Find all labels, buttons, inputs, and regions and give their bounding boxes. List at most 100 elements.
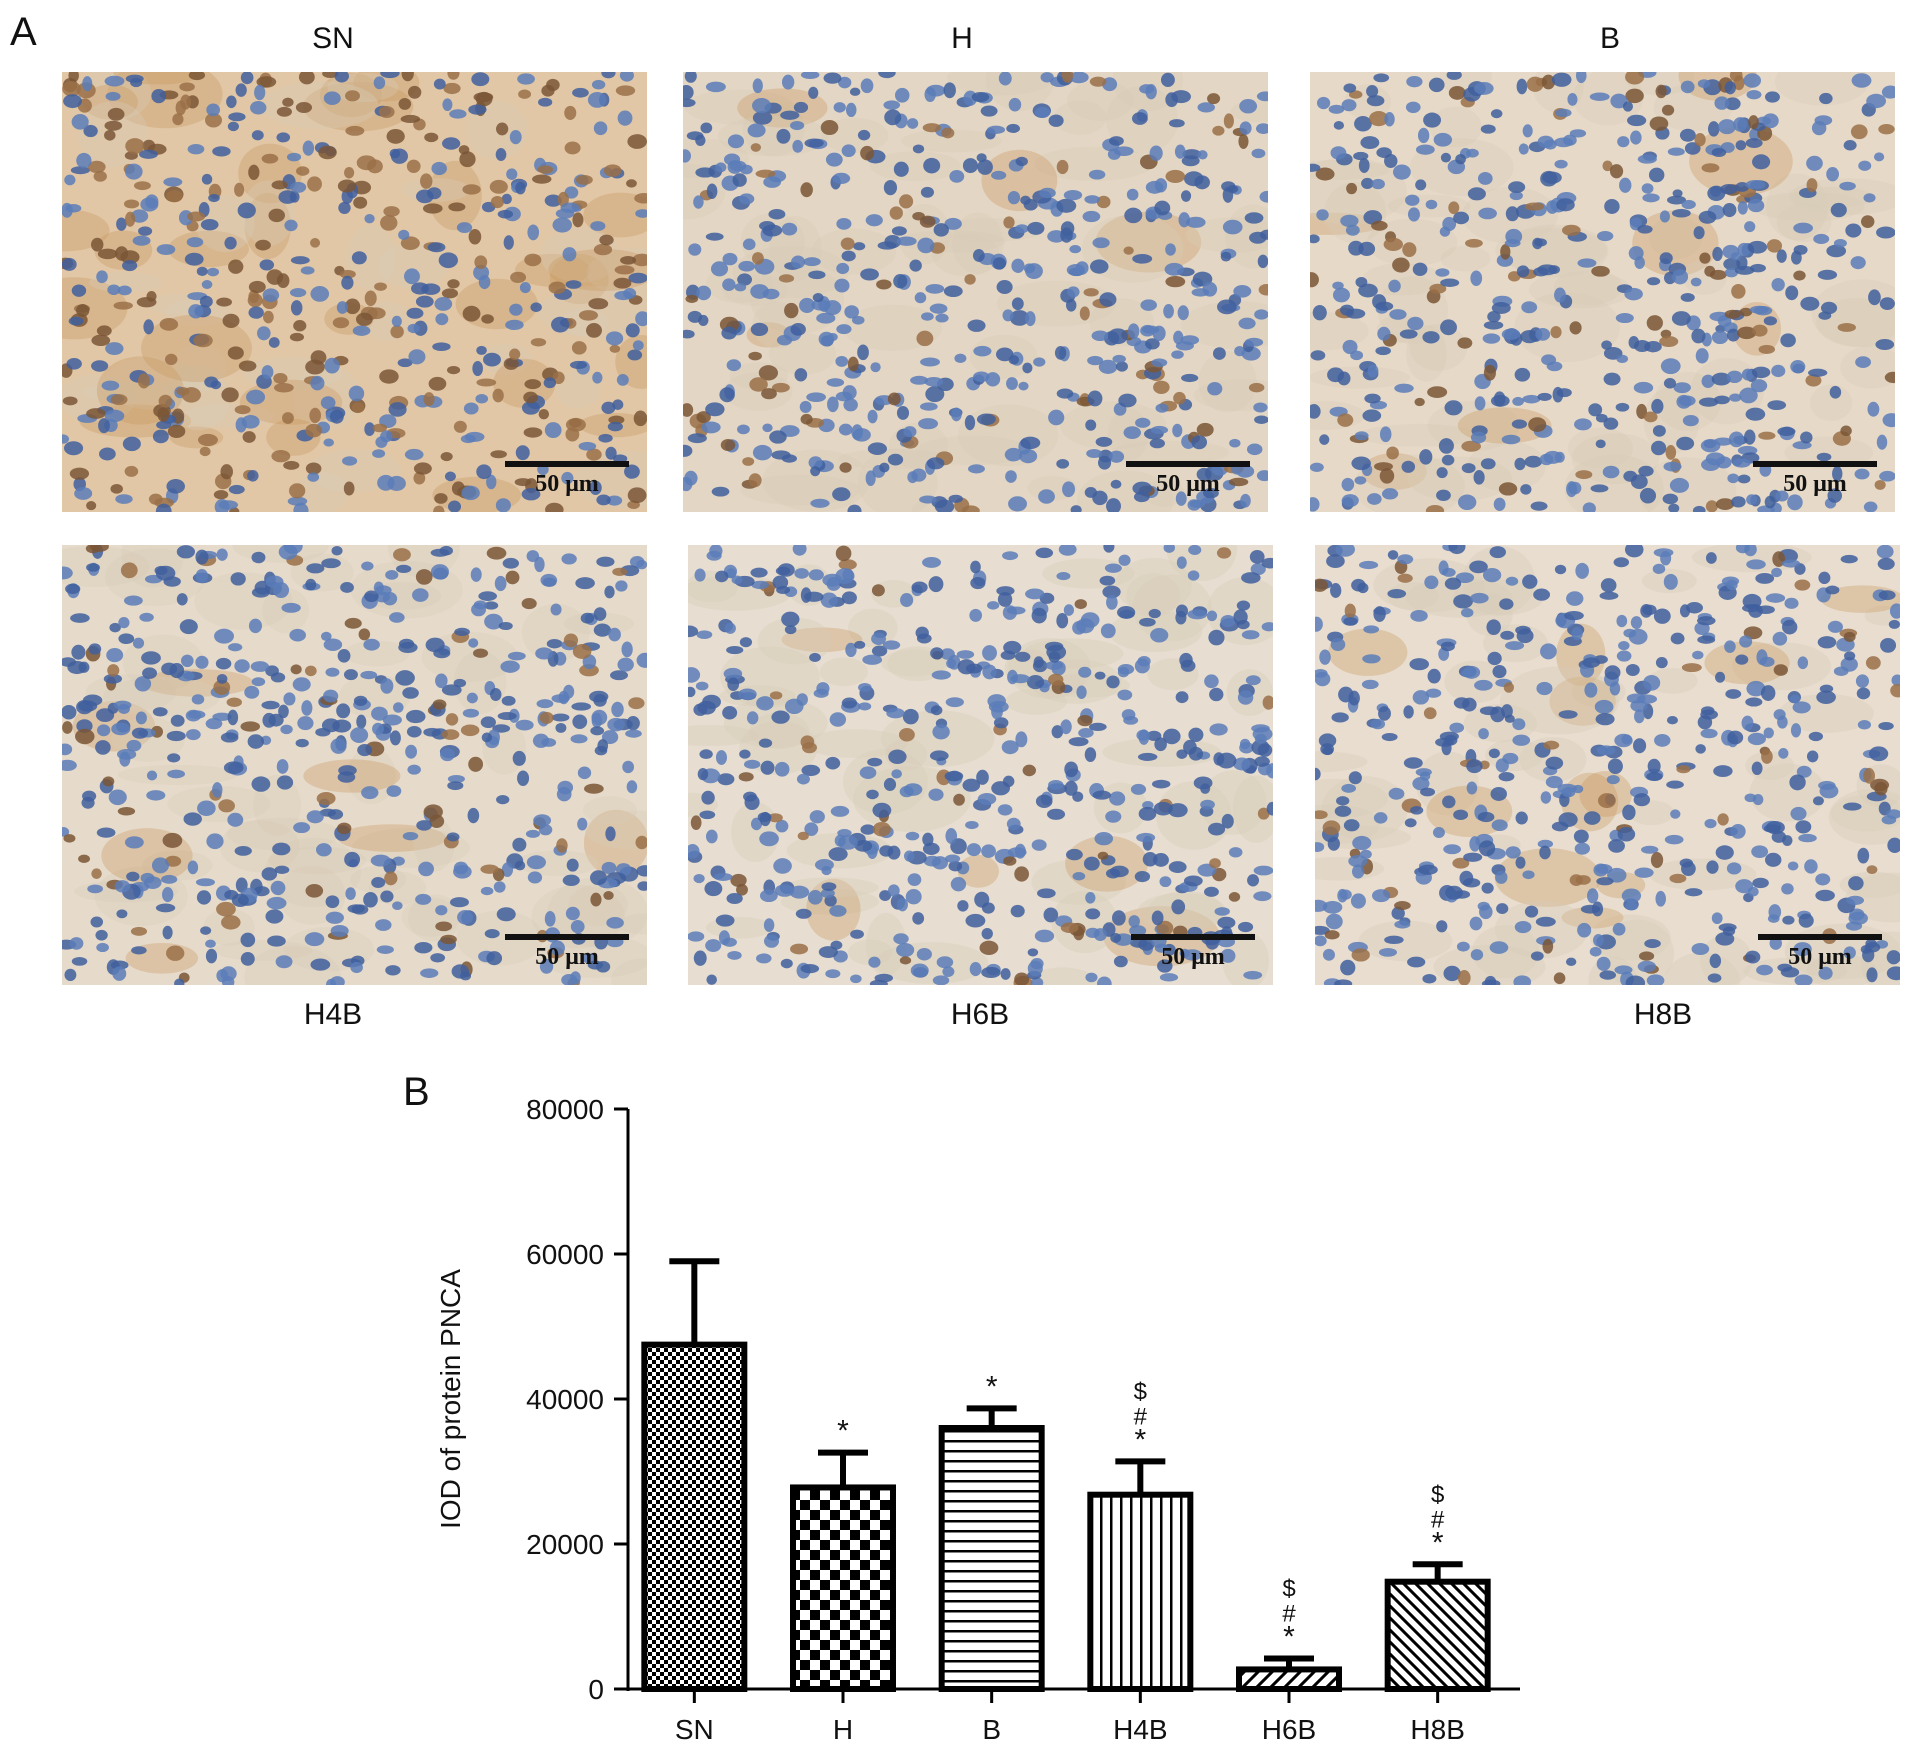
nucleus (1699, 252, 1711, 264)
nucleus (503, 235, 514, 250)
nucleus (404, 448, 424, 461)
nucleus (405, 709, 426, 724)
stroma-patch (1310, 366, 1410, 389)
nucleus (480, 886, 494, 896)
nucleus (164, 353, 178, 366)
nucleus (1813, 233, 1830, 245)
nucleus (1756, 964, 1773, 976)
nucleus (882, 640, 901, 650)
nucleus (884, 109, 902, 126)
nucleus (316, 843, 332, 857)
nucleus (538, 824, 553, 836)
nucleus (1704, 818, 1717, 829)
nucleus (1381, 732, 1398, 742)
nucleus (352, 325, 371, 336)
nucleus (1461, 440, 1482, 452)
nucleus (1341, 99, 1357, 112)
nucleus (96, 827, 116, 838)
nucleus (1178, 212, 1190, 228)
nucleus (1698, 397, 1719, 407)
nucleus (82, 76, 93, 92)
nucleus (931, 670, 951, 680)
nucleus (1177, 305, 1189, 321)
nucleus (146, 770, 158, 781)
nucleus (879, 890, 892, 901)
nucleus (867, 409, 878, 424)
nucleus (200, 218, 219, 231)
nucleus (836, 262, 850, 275)
nucleus (696, 630, 713, 640)
nucleus (742, 457, 755, 466)
nucleus (1676, 765, 1691, 774)
nucleus (289, 332, 305, 342)
nucleus (1522, 124, 1533, 138)
nucleus (1423, 707, 1437, 720)
nucleus (501, 193, 512, 205)
nucleus (926, 84, 946, 97)
nucleus (1357, 582, 1369, 594)
nucleus (1208, 629, 1225, 646)
nucleus (379, 369, 399, 384)
nucleus (507, 651, 526, 661)
nucleus (636, 559, 647, 570)
nucleus (1881, 85, 1895, 99)
nucleus (1887, 837, 1900, 853)
nucleus (503, 357, 519, 370)
nucleus (636, 652, 647, 668)
nucleus (572, 212, 584, 228)
nucleus (398, 638, 415, 649)
nucleus (1209, 723, 1228, 736)
nucleus (248, 280, 266, 294)
nucleus (1505, 846, 1521, 859)
nucleus (1348, 771, 1362, 785)
nucleus (1206, 610, 1218, 622)
nucleus (751, 580, 769, 590)
significance-mark: * (1432, 1526, 1444, 1559)
nucleus (1574, 842, 1590, 855)
nucleus (166, 945, 185, 961)
nucleus (838, 423, 853, 436)
nucleus (730, 873, 747, 887)
nucleus (1663, 573, 1678, 590)
nucleus (1771, 277, 1785, 292)
nucleus (876, 279, 892, 290)
nucleus (1700, 728, 1718, 739)
nucleus (1077, 714, 1093, 727)
nucleus (1775, 490, 1789, 502)
nucleus (731, 575, 743, 585)
nucleus (845, 642, 857, 658)
nucleus (696, 411, 711, 424)
caption-b: B (1599, 22, 1620, 55)
nucleus (1727, 473, 1740, 484)
nucleus (1564, 610, 1584, 621)
nucleus (473, 600, 487, 610)
nucleus (442, 98, 453, 112)
nucleus (351, 402, 365, 413)
nucleus (1746, 680, 1766, 697)
nucleus (860, 78, 874, 94)
nucleus (903, 426, 917, 438)
nucleus (1061, 72, 1074, 83)
nucleus (1392, 257, 1410, 273)
nucleus (1100, 623, 1116, 639)
nucleus (388, 402, 407, 417)
nucleus (541, 738, 557, 747)
nucleus (1254, 415, 1268, 424)
nucleus (905, 888, 922, 905)
nucleus (1246, 443, 1263, 456)
nucleus (1539, 845, 1551, 860)
nucleus (987, 601, 1000, 610)
nucleus (1863, 501, 1878, 512)
nucleus (1691, 328, 1706, 344)
nucleus (453, 678, 467, 688)
nucleus (1781, 559, 1801, 568)
nucleus (870, 362, 881, 373)
nucleus (526, 855, 546, 870)
nucleus (1670, 809, 1681, 819)
nucleus (1173, 391, 1186, 405)
nucleus (1249, 549, 1265, 564)
nucleus (1007, 190, 1021, 205)
nucleus (1363, 625, 1380, 634)
nucleus (1794, 579, 1811, 591)
nucleus (956, 650, 975, 659)
